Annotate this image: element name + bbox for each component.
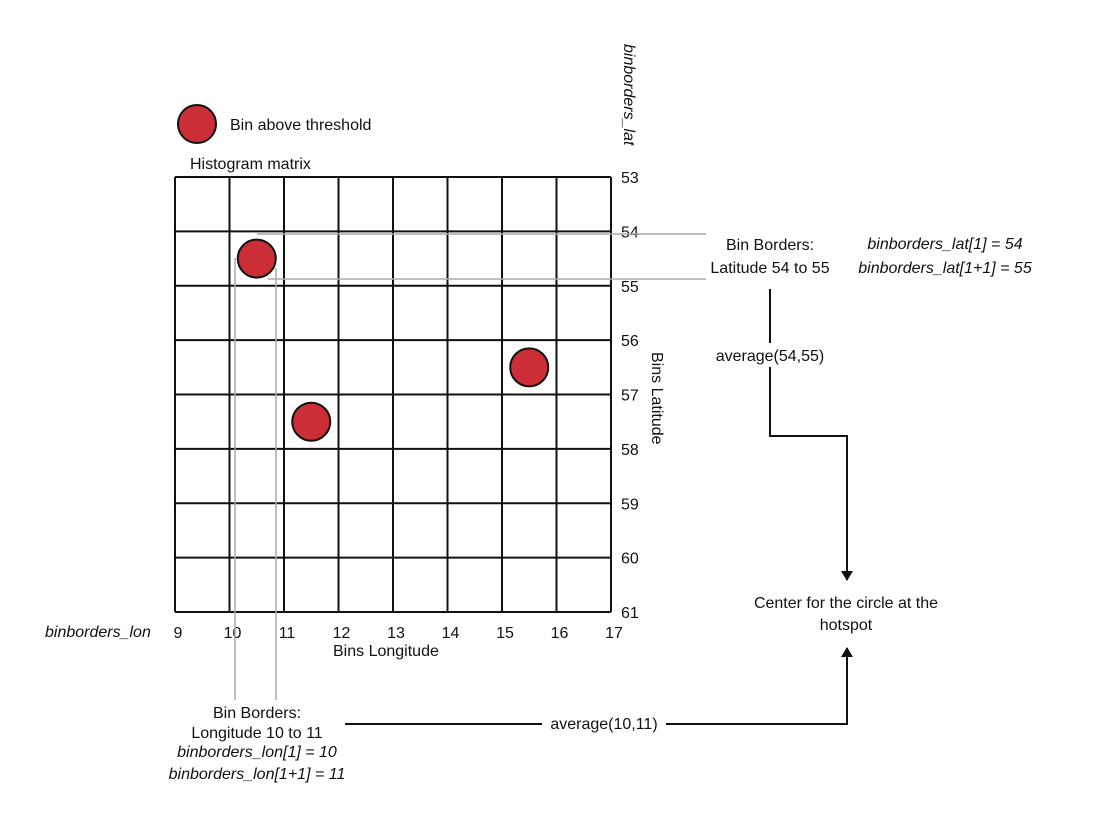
histogram-grid xyxy=(174,176,612,613)
lon-array-name: binborders_lon xyxy=(45,624,151,641)
lat-note-range: Latitude 54 to 55 xyxy=(710,260,829,277)
legend-bin-marker xyxy=(177,104,217,144)
lat-tick-label: 61 xyxy=(621,605,639,622)
lat-tick-label: 54 xyxy=(621,224,639,241)
lat-tick-label: 60 xyxy=(621,551,639,568)
lat-average-label-bg xyxy=(708,343,833,367)
lon-note-title: Bin Borders: xyxy=(213,705,301,722)
center-label-line-2: hotspot xyxy=(820,617,873,634)
lon-note-formula-1: binborders_lon[1] = 10 xyxy=(177,744,337,761)
lon-tick-label: 9 xyxy=(174,625,183,642)
lat-tick-label: 57 xyxy=(621,388,639,405)
lat-tick-labels: 53 54 55 56 57 58 59 60 61 xyxy=(621,170,639,622)
lon-tick-labels: 9 10 11 12 13 14 15 16 17 xyxy=(174,625,623,642)
matrix-title: Histogram matrix xyxy=(190,156,311,173)
lon-note-bg xyxy=(178,700,344,746)
lon-average-connector xyxy=(345,647,853,725)
bin-above-threshold-marker xyxy=(509,347,550,388)
lon-tick-label: 13 xyxy=(387,625,405,642)
lon-axis-label: Bins Longitude xyxy=(333,643,439,660)
lon-tick-label: 17 xyxy=(605,625,623,642)
bin-above-threshold-marker xyxy=(236,238,277,279)
lon-tick-label: 11 xyxy=(279,625,296,642)
lat-axis-label: Bins Latitude xyxy=(648,352,665,445)
lon-tick-label: 15 xyxy=(496,625,514,642)
center-label-line-1: Center for the circle at the xyxy=(754,595,938,612)
legend-label: Bin above threshold xyxy=(230,117,371,134)
lon-tick-label: 10 xyxy=(224,625,242,642)
lat-note-formula-1: binborders_lat[1] = 54 xyxy=(867,236,1022,253)
lat-array-name: binborders_lat xyxy=(620,44,637,146)
lon-tick-label: 16 xyxy=(551,625,569,642)
lon-note-formula-2: binborders_lon[1+1] = 11 xyxy=(169,766,346,783)
lat-tick-label: 56 xyxy=(621,333,639,350)
lat-tick-label: 53 xyxy=(621,170,639,187)
lat-average-label: average(54,55) xyxy=(716,348,825,365)
lon-tick-label: 14 xyxy=(442,625,460,642)
lat-note-formula-2: binborders_lat[1+1] = 55 xyxy=(858,260,1032,277)
lat-note-title: Bin Borders: xyxy=(726,237,814,254)
lat-tick-label: 59 xyxy=(621,496,639,513)
bin-above-threshold-marker xyxy=(291,401,332,442)
highlighted-bins xyxy=(236,238,550,442)
lon-average-label-bg xyxy=(542,712,666,736)
lat-tick-label: 55 xyxy=(621,279,639,296)
lat-tick-label: 58 xyxy=(621,442,639,459)
lon-tick-label: 12 xyxy=(333,625,351,642)
lon-average-label: average(10,11) xyxy=(550,716,657,733)
lon-note-range: Longitude 10 to 11 xyxy=(191,725,322,742)
lat-average-connector xyxy=(769,289,853,581)
